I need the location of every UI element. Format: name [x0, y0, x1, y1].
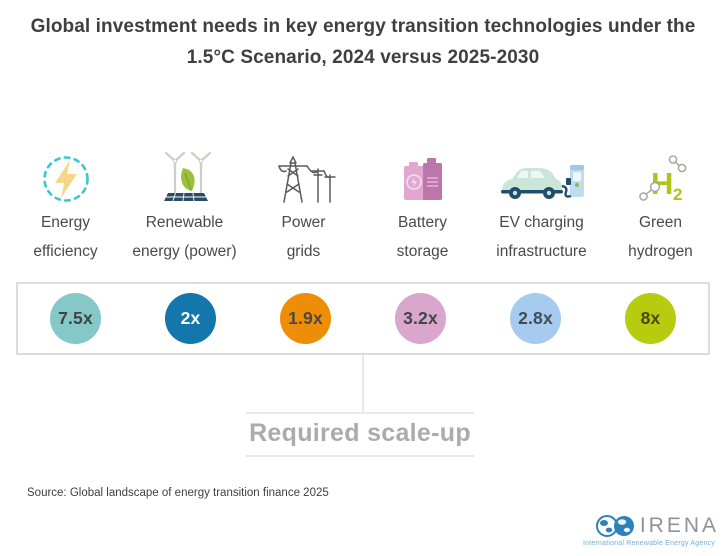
- technology-column-energy-efficiency: Energy efficiency: [6, 142, 125, 266]
- chart-title-line2: 1.5°C Scenario, 2024 versus 2025-2030: [186, 47, 540, 68]
- energy-efficiency-icon: [39, 142, 93, 206]
- scale-up-box: 7.5x 2x 1.9x 3.2x 2.8x 8x: [16, 282, 710, 355]
- technology-column-battery-storage: Battery storage: [363, 142, 482, 266]
- irena-logo: IRENA International Renewable Energy Age…: [579, 513, 719, 548]
- technology-column-power-grids: Power grids: [244, 142, 363, 266]
- scale-multiplier-badge: 2x: [165, 293, 216, 344]
- technology-label: Green hydrogen: [628, 214, 693, 260]
- connector-line: [362, 355, 364, 412]
- technology-column-green-hydrogen: H 2 Green hydrogen: [601, 142, 720, 266]
- technology-column-renewable-energy: Renewable energy (power): [125, 142, 244, 266]
- scale-multiplier-badge: 2.8x: [510, 293, 561, 344]
- battery-storage-icon: [396, 142, 450, 206]
- source-note: Source: Global landscape of energy trans…: [27, 487, 329, 499]
- scale-multiplier-badge: 8x: [625, 293, 676, 344]
- technology-label: Energy efficiency: [33, 214, 98, 260]
- technology-label: Power grids: [281, 214, 326, 260]
- scale-up-label: Required scale-up: [246, 412, 474, 457]
- technology-label: EV charging infrastructure: [496, 214, 587, 260]
- renewable-energy-icon: [155, 142, 215, 206]
- chart-title: Global investment needs in key energy tr…: [10, 11, 716, 73]
- technology-label: Renewable energy (power): [132, 214, 237, 260]
- green-hydrogen-icon: H 2: [634, 142, 688, 206]
- irena-logo-wordmark: IRENA: [639, 514, 719, 537]
- technology-label: Battery storage: [396, 214, 449, 260]
- scale-multiplier-badge: 7.5x: [50, 293, 101, 344]
- irena-globe-icon: [595, 513, 637, 539]
- technology-columns: Energy efficiency: [6, 142, 720, 266]
- chart-title-line1: Global investment needs in key energy tr…: [30, 16, 696, 37]
- irena-logo-tagline: International Renewable Energy Agency: [583, 540, 715, 547]
- technology-column-ev-charging: EV charging infrastructure: [482, 142, 601, 266]
- svg-text:2: 2: [673, 185, 682, 204]
- power-grids-icon: [271, 142, 337, 206]
- ev-charging-icon: [498, 142, 586, 206]
- scale-multiplier-badge: 1.9x: [280, 293, 331, 344]
- scale-multiplier-badge: 3.2x: [395, 293, 446, 344]
- svg-text:H: H: [651, 166, 673, 201]
